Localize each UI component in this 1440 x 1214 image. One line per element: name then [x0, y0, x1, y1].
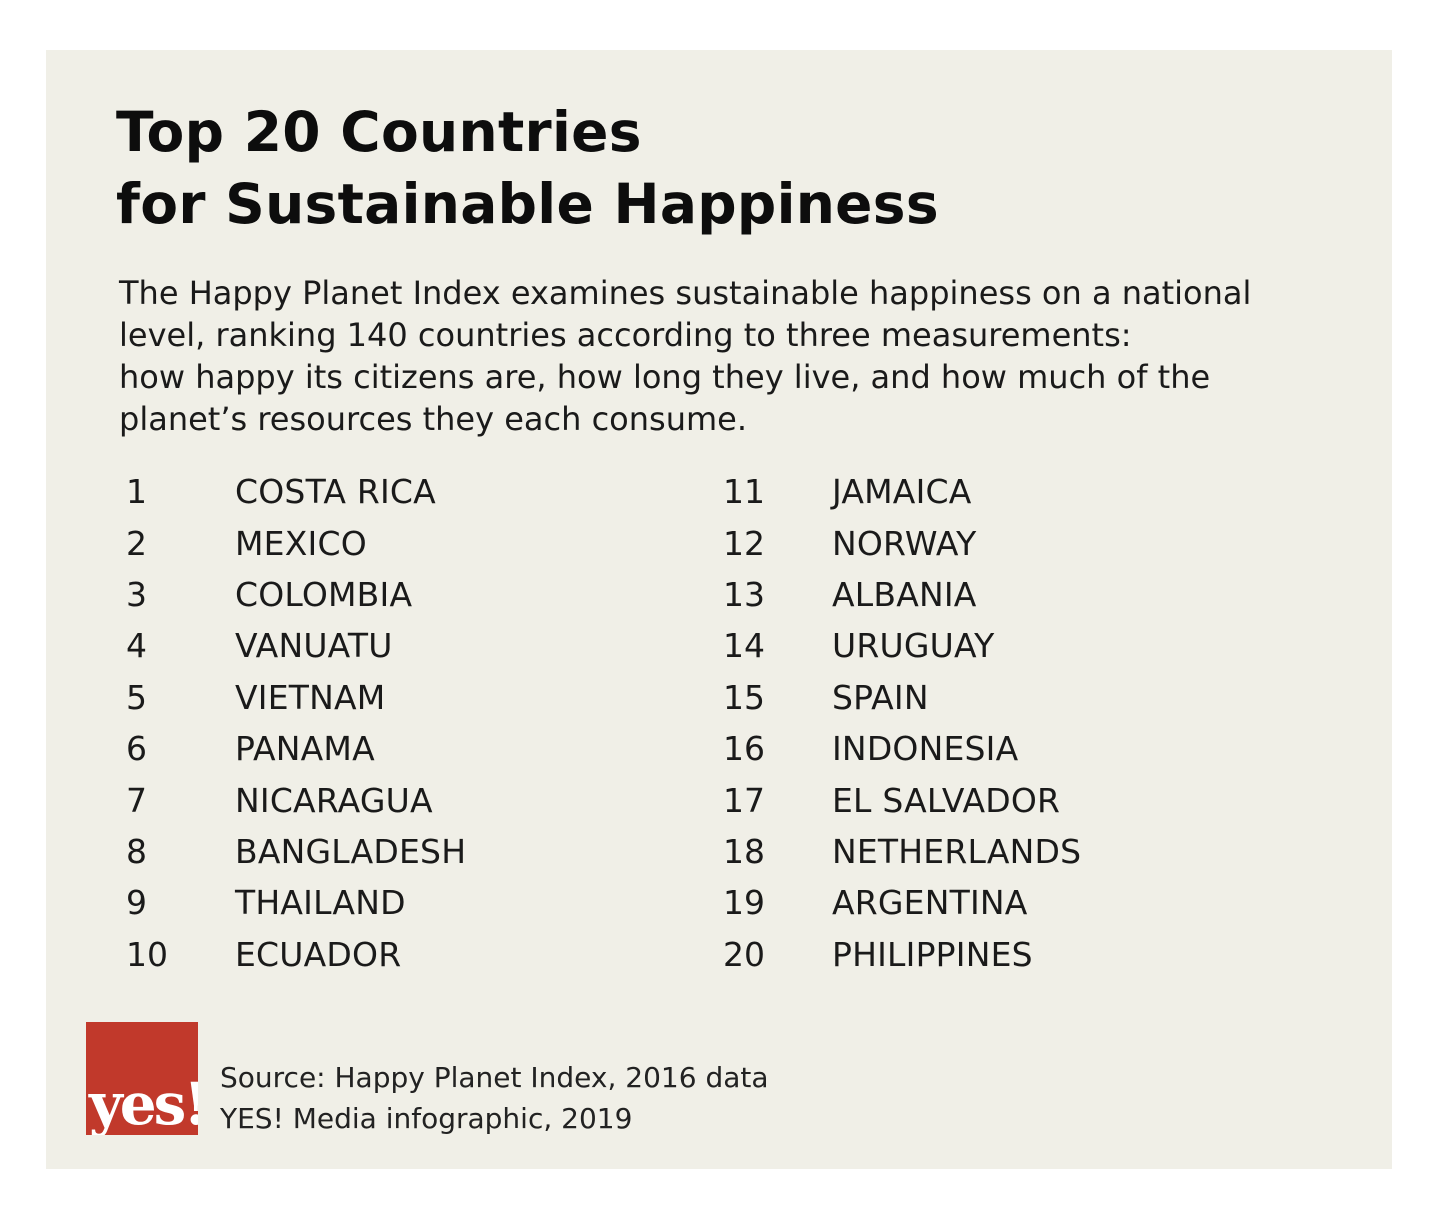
- ranking-row: 16 INDONESIA: [723, 723, 1081, 774]
- rank-number: 3: [126, 574, 147, 614]
- country-name: INDONESIA: [832, 729, 1019, 769]
- country-name: NETHERLANDS: [832, 831, 1082, 871]
- ranking-row: 11 JAMAICA: [723, 466, 1081, 517]
- rank-number: 16: [723, 729, 765, 769]
- ranking-row: 1 COSTA RICA: [126, 466, 466, 517]
- country-name: VANUATU: [235, 626, 393, 666]
- ranking-row: 20 PHILIPPINES: [723, 929, 1081, 980]
- rank-number: 5: [126, 677, 147, 717]
- ranking-row: 2 MEXICO: [126, 517, 466, 568]
- ranking-row: 7 NICARAGUA: [126, 774, 466, 825]
- country-name: COLOMBIA: [235, 574, 413, 614]
- page-title: Top 20 Countries for Sustainable Happine…: [116, 96, 939, 240]
- country-name: THAILAND: [235, 883, 406, 923]
- intro-line-2: level, ranking 140 countries according t…: [119, 316, 1132, 354]
- title-line-2: for Sustainable Happiness: [116, 172, 939, 236]
- ranking-row: 15 SPAIN: [723, 672, 1081, 723]
- rank-number: 18: [723, 831, 765, 871]
- rank-number: 4: [126, 626, 147, 666]
- country-name: PANAMA: [235, 729, 375, 769]
- ranking-row: 13 ALBANIA: [723, 569, 1081, 620]
- rank-number: 12: [723, 523, 765, 563]
- rank-number: 13: [723, 574, 765, 614]
- intro-line-1: The Happy Planet Index examines sustaina…: [119, 274, 1252, 312]
- country-name: EL SALVADOR: [832, 780, 1061, 820]
- rank-number: 19: [723, 883, 765, 923]
- source-line: Source: Happy Planet Index, 2016 data: [220, 1061, 769, 1094]
- title-line-1: Top 20 Countries: [116, 100, 642, 164]
- ranking-row: 6 PANAMA: [126, 723, 466, 774]
- rank-number: 10: [126, 934, 168, 974]
- ranking-row: 19 ARGENTINA: [723, 877, 1081, 928]
- rank-number: 7: [126, 780, 147, 820]
- rank-number: 15: [723, 677, 765, 717]
- ranking-list-left: 1 COSTA RICA 2 MEXICO 3 COLOMBIA 4 VANUATU 5…: [126, 466, 466, 980]
- ranking-row: 9 THAILAND: [126, 877, 466, 928]
- logo-wordmark: yes!: [89, 1070, 198, 1135]
- country-name: PHILIPPINES: [832, 934, 1033, 974]
- rank-number: 17: [723, 780, 765, 820]
- country-name: NORWAY: [832, 523, 977, 563]
- ranking-row: 3 COLOMBIA: [126, 569, 466, 620]
- intro-line-3: how happy its citizens are, how long the…: [119, 358, 1211, 396]
- intro-line-4: planet’s resources they each consume.: [119, 400, 747, 438]
- ranking-list-right: 11 JAMAICA 12 NORWAY 13 ALBANIA 14 URUGUAY 1…: [723, 466, 1081, 980]
- country-name: COSTA RICA: [235, 472, 436, 512]
- yes-magazine-logo: yes!: [86, 1022, 198, 1135]
- country-name: ECUADOR: [235, 934, 402, 974]
- ranking-row: 17 EL SALVADOR: [723, 774, 1081, 825]
- rank-number: 2: [126, 523, 147, 563]
- rank-number: 14: [723, 626, 765, 666]
- rank-number: 6: [126, 729, 147, 769]
- infographic-card: [46, 50, 1392, 1169]
- rank-number: 1: [126, 472, 147, 512]
- ranking-row: 18 NETHERLANDS: [723, 826, 1081, 877]
- country-name: URUGUAY: [832, 626, 995, 666]
- country-name: MEXICO: [235, 523, 367, 563]
- rank-number: 8: [126, 831, 147, 871]
- country-name: ALBANIA: [832, 574, 977, 614]
- country-name: NICARAGUA: [235, 780, 433, 820]
- country-name: SPAIN: [832, 677, 929, 717]
- ranking-row: 8 BANGLADESH: [126, 826, 466, 877]
- ranking-row: 14 URUGUAY: [723, 620, 1081, 671]
- ranking-row: 4 VANUATU: [126, 620, 466, 671]
- intro-paragraph: The Happy Planet Index examines sustaina…: [119, 272, 1339, 440]
- ranking-row: 10 ECUADOR: [126, 929, 466, 980]
- ranking-row: 5 VIETNAM: [126, 672, 466, 723]
- country-name: JAMAICA: [832, 472, 972, 512]
- rank-number: 9: [126, 883, 147, 923]
- country-name: BANGLADESH: [235, 831, 467, 871]
- country-name: ARGENTINA: [832, 883, 1028, 923]
- country-name: VIETNAM: [235, 677, 386, 717]
- ranking-row: 12 NORWAY: [723, 517, 1081, 568]
- rank-number: 20: [723, 934, 765, 974]
- source-credits: Source: Happy Planet Index, 2016 data YE…: [220, 1057, 769, 1139]
- byline: YES! Media infographic, 2019: [220, 1102, 633, 1135]
- rank-number: 11: [723, 472, 765, 512]
